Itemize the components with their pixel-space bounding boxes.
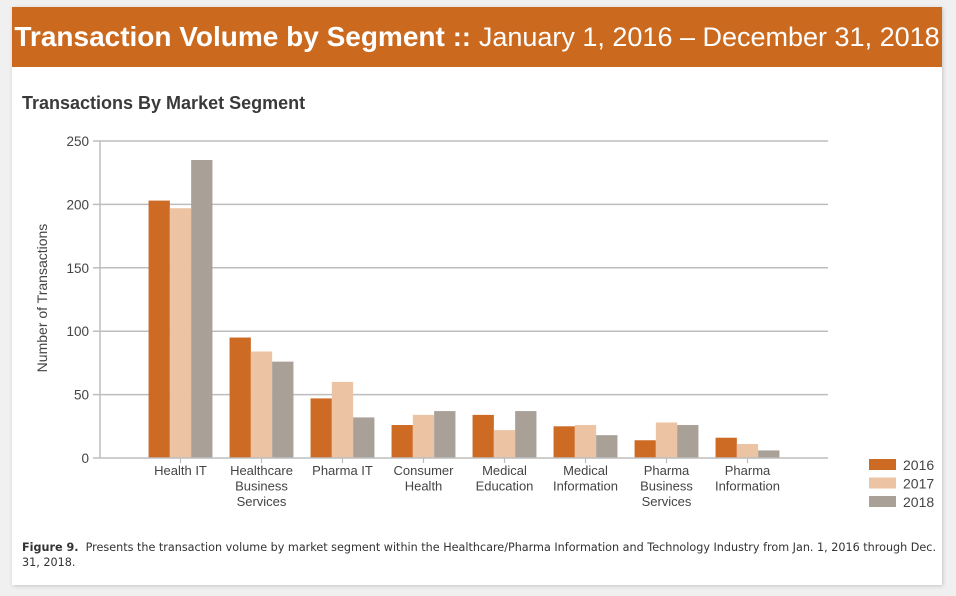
- bar-2017: [655, 422, 678, 458]
- legend-label-2017: 2017: [903, 476, 934, 492]
- bar-2016: [148, 200, 170, 458]
- x-tick-label-line: Health IT: [154, 463, 207, 478]
- x-tick-label-line: Business: [235, 479, 288, 494]
- x-tick-label-line: Pharma IT: [312, 463, 373, 478]
- x-tick-label-line: Information: [553, 479, 618, 494]
- x-axis: Health IT Healthcare Business ServicesPharm…: [100, 457, 828, 509]
- y-axis-label: Number of Transactions: [34, 224, 50, 373]
- bar-2017: [250, 351, 273, 458]
- x-tick-label-line: Services: [237, 494, 287, 509]
- x-tick-label-line: Pharma: [644, 463, 690, 478]
- bar-2017: [736, 444, 759, 458]
- gridlines: [100, 140, 828, 396]
- bar-2018: [677, 425, 699, 458]
- legend-label-2018: 2018: [903, 494, 934, 510]
- y-tick-label: 50: [74, 388, 89, 403]
- bar-2018: [596, 435, 618, 458]
- caption-text: Presents the transaction volume by marke…: [22, 541, 937, 569]
- bar-2016: [391, 425, 413, 458]
- x-tick-label-line: Services: [642, 494, 692, 509]
- bar-2017: [493, 430, 516, 458]
- y-tick-label: 200: [66, 197, 89, 212]
- header-separator: ::: [452, 21, 471, 52]
- bar-2017: [412, 414, 435, 458]
- legend-swatch-2017: [869, 477, 896, 489]
- x-tick-label-line: Information: [715, 479, 780, 494]
- bar-2016: [553, 426, 575, 458]
- bar-2016: [229, 337, 251, 458]
- y-tick-label: 150: [66, 261, 89, 276]
- bar-2017: [169, 208, 192, 458]
- x-tick-label: Health IT: [154, 463, 207, 478]
- bar-2017: [574, 425, 597, 458]
- x-tick-label-line: Health: [405, 479, 443, 494]
- x-tick-label-line: Healthcare: [230, 463, 293, 478]
- x-tick-label-line: Medical: [482, 463, 527, 478]
- x-tick-label: Medical Education: [476, 463, 534, 494]
- y-axis: 0 50 100 150 200 250: [66, 134, 101, 466]
- bars: [148, 160, 780, 458]
- bar-2018: [353, 417, 375, 458]
- legend-label-2016: 2016: [903, 457, 934, 473]
- bar-2016: [634, 440, 656, 458]
- bar-2018: [272, 361, 294, 458]
- x-tick-label-line: Consumer: [394, 463, 455, 478]
- bar-2018: [515, 411, 537, 458]
- figure-caption: Figure 9. Presents the transaction volum…: [22, 540, 940, 570]
- x-tick-label: Consumer Health: [394, 463, 455, 494]
- bar-2018: [758, 450, 780, 458]
- x-tick-label-line: Education: [476, 479, 534, 494]
- bar-2016: [715, 437, 737, 458]
- bar-2016: [310, 398, 332, 458]
- header-date-range: January 1, 2016 – December 31, 2018: [478, 21, 940, 52]
- x-tick-label: Medical Information: [553, 463, 618, 494]
- caption-label: Figure 9.: [22, 541, 79, 554]
- chart-title: Transactions By Market Segment: [22, 93, 306, 113]
- bar-2017: [331, 381, 354, 458]
- x-tick-label: Pharma Business Services: [640, 463, 693, 509]
- x-tick-label-line: Business: [640, 479, 693, 494]
- y-tick-label: 250: [66, 134, 89, 149]
- legend-swatch-2018: [869, 496, 896, 507]
- legend: 2016 2017 2018: [869, 457, 934, 510]
- legend-swatch-2016: [869, 459, 896, 470]
- x-tick-label-line: Pharma: [725, 463, 771, 478]
- x-tick-label: Pharma Information: [715, 463, 780, 494]
- x-tick-label: Healthcare Business Services: [230, 463, 293, 509]
- bar-2018: [191, 160, 213, 458]
- header-title: Transaction Volume by Segment: [14, 21, 445, 52]
- y-tick-label: 100: [66, 324, 89, 339]
- bar-2018: [434, 411, 456, 458]
- x-tick-label-line: Medical: [563, 463, 608, 478]
- figure-header: Transaction Volume by Segment :: January…: [12, 7, 942, 67]
- bar-2016: [472, 414, 494, 458]
- x-tick-label: Pharma IT: [312, 463, 373, 478]
- y-tick-label: 0: [81, 451, 89, 466]
